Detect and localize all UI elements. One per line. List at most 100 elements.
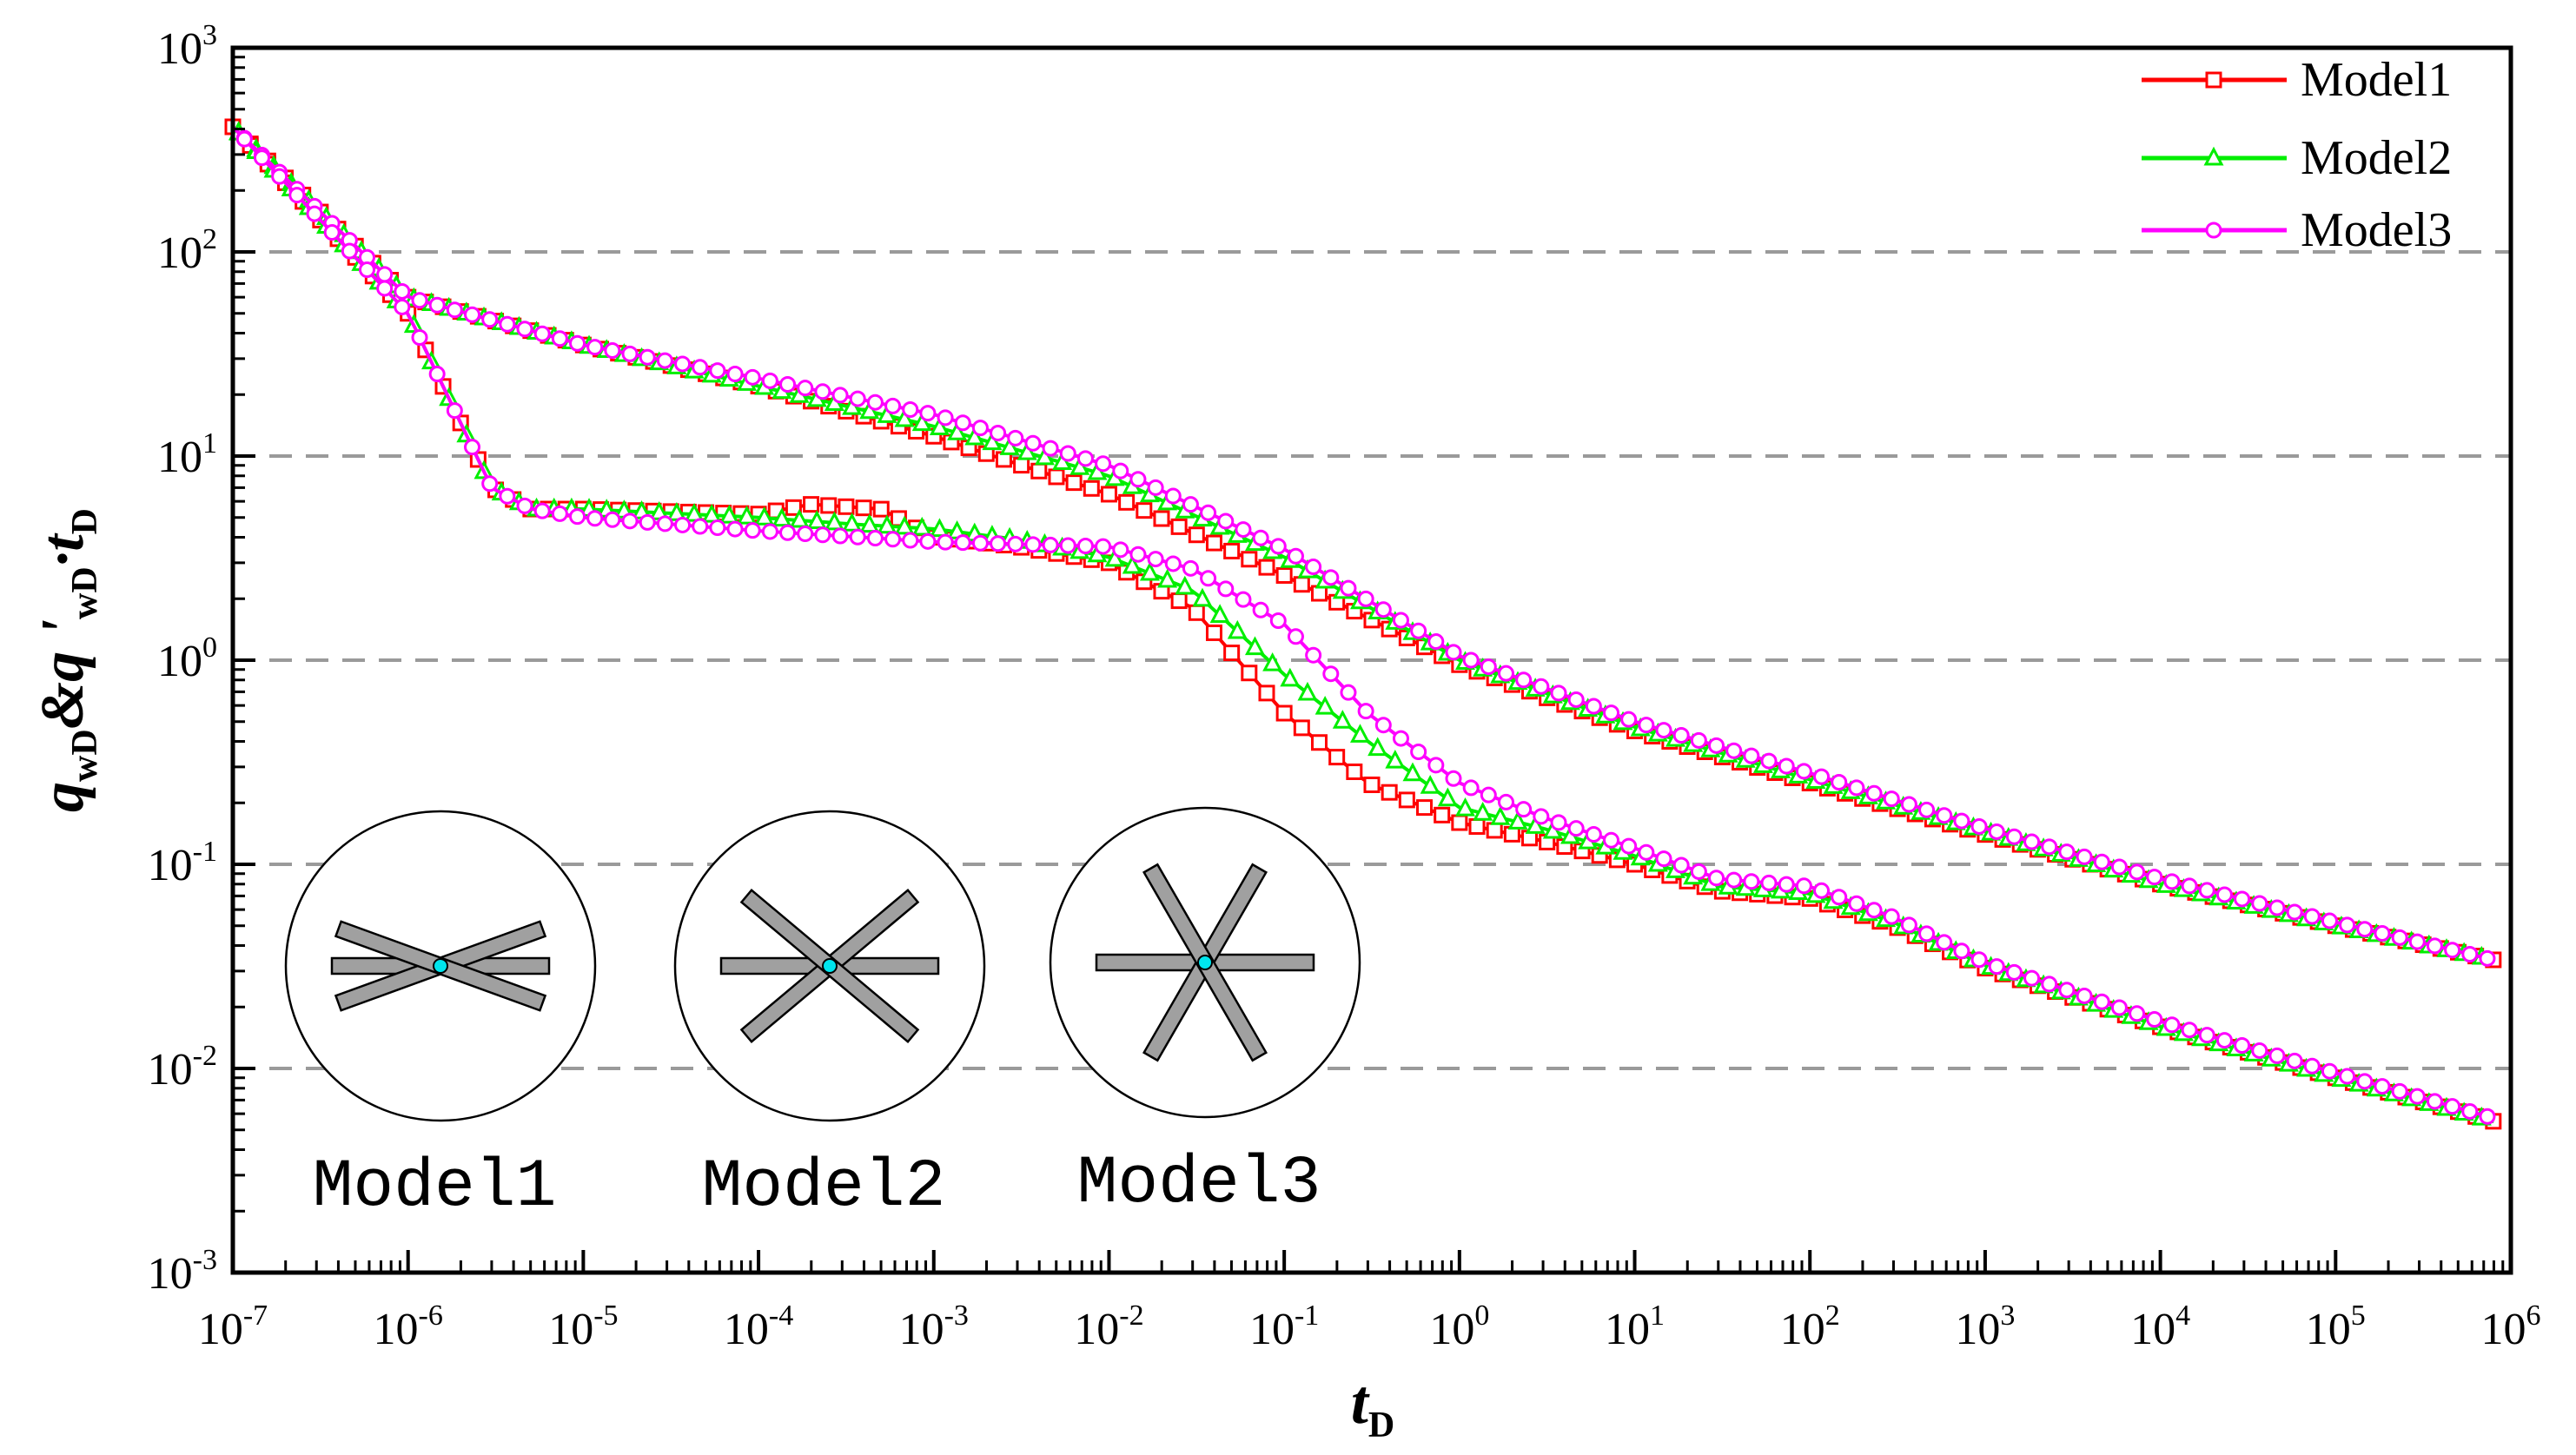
data-point [1708,737,1725,754]
data-point [1269,538,1287,555]
x-tick-label: 10-6 [374,1300,443,1354]
data-point [1293,576,1310,593]
data-point [2356,921,2374,938]
tick-base: 10 [157,433,202,482]
data-point [884,531,902,548]
inset-model3: Model3 [1049,806,1361,1222]
data-point [1620,837,1638,855]
data-point [1420,775,1440,794]
data-point [1760,752,1778,770]
data-point [1550,685,1567,702]
data-point [1507,810,1528,830]
data-point [1486,822,1503,839]
data-point [1314,695,1335,715]
data-point [1567,820,1585,837]
data-point [1357,590,1374,607]
wellbore-dot [822,958,838,974]
data-point [1533,678,1550,695]
data-point [1813,882,1831,899]
data-point [1024,536,1042,553]
data-point [1100,486,1117,503]
data-point [2076,987,2093,1004]
data-point [1385,749,1406,769]
data-point [1603,831,1620,849]
data-point [2268,1047,2286,1064]
x-axis-label-sub: D [1368,1405,1394,1445]
data-point [2181,877,2198,895]
tick-exponent: 1 [1650,1300,1665,1332]
data-point [2093,993,2110,1010]
data-point [1252,529,1269,546]
data-point [842,513,863,532]
data-point [1280,667,1301,687]
inset-model2: Model2 [673,810,986,1226]
data-point [761,372,778,389]
data-point [1638,717,1655,734]
y-tick-label: 10-2 [148,1040,217,1095]
x-axis-label: tD [1351,1367,1394,1445]
data-point [1244,636,1265,656]
data-point [1357,703,1374,720]
wellbore-dot [1197,955,1213,970]
tick-exponent: -4 [769,1300,793,1332]
data-point [604,342,621,360]
tick-base: 10 [1780,1305,1825,1354]
data-point [271,168,288,185]
data-point [709,519,726,537]
data-point [2426,1093,2443,1110]
data-point [1095,538,1112,555]
data-point [1217,580,1235,598]
data-point [1262,651,1283,671]
data-point [866,530,884,547]
data-point [2163,1016,2181,1034]
data-point [1410,743,1427,760]
data-point [2041,976,2058,993]
data-point [737,505,758,525]
data-point [1690,731,1707,749]
data-point [2286,1052,2303,1069]
data-point [358,261,375,278]
data-point [1725,871,1743,889]
data-point [692,518,709,535]
data-point [1620,711,1638,728]
data-point [1480,658,1497,676]
data-point [1192,587,1213,607]
data-point [481,311,499,328]
x-tick-label: 10-3 [899,1300,969,1354]
data-point [2093,853,2110,870]
data-point [2146,869,2163,886]
legend-label: Model3 [2301,203,2452,257]
data-point [1970,951,1988,969]
data-point [1059,537,1076,554]
data-point [1065,474,1083,492]
data-point [1258,685,1275,702]
tick-base: 10 [2306,1305,2351,1354]
tick-base: 10 [157,228,202,278]
data-point [235,130,253,148]
data-point [1795,763,1812,780]
data-point [947,421,968,440]
data-point [971,420,989,437]
data-point [2391,929,2408,946]
data-point [2374,925,2391,942]
data-point [2408,1088,2426,1105]
legend-marker [2205,71,2222,89]
data-point [1118,493,1136,511]
data-point [1743,747,1760,764]
data-point [604,511,621,528]
data-point [726,520,744,538]
data-point [2321,1062,2338,1080]
data-point [1655,722,1672,739]
data-point [2356,1073,2374,1090]
tick-base: 10 [548,1305,593,1354]
data-point [569,508,586,526]
data-point [797,380,814,397]
data-point [1427,757,1445,774]
data-point [376,280,394,297]
data-point [1374,717,1392,734]
data-point [709,362,726,380]
data-point [533,325,551,342]
y-axis-label: qwD&q 'wD·tD [30,508,105,812]
inset-label: Model3 [1077,1146,1321,1222]
data-point [446,301,463,319]
